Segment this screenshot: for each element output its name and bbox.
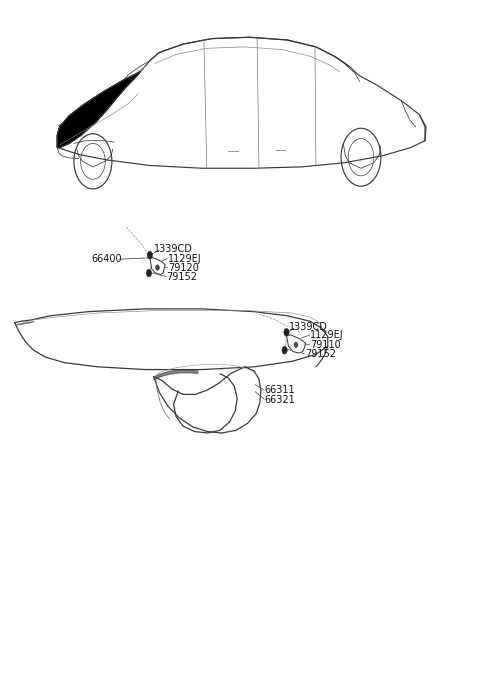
Polygon shape xyxy=(287,335,305,353)
Circle shape xyxy=(146,269,152,277)
Circle shape xyxy=(147,252,153,259)
Text: 66321: 66321 xyxy=(264,395,295,405)
Circle shape xyxy=(284,329,289,336)
Text: 66400: 66400 xyxy=(91,254,121,264)
Circle shape xyxy=(282,347,287,354)
Text: 1339CD: 1339CD xyxy=(289,322,328,332)
Polygon shape xyxy=(57,72,140,147)
Text: 79152: 79152 xyxy=(305,350,336,359)
Text: 66311: 66311 xyxy=(264,385,295,395)
Text: 79120: 79120 xyxy=(168,263,199,272)
Text: 79110: 79110 xyxy=(310,340,341,350)
Circle shape xyxy=(294,342,298,348)
Text: 79152: 79152 xyxy=(167,272,197,282)
Text: 1129EJ: 1129EJ xyxy=(168,254,202,263)
Circle shape xyxy=(156,265,159,270)
Text: 1339CD: 1339CD xyxy=(154,244,192,254)
Text: 1129EJ: 1129EJ xyxy=(310,330,344,340)
Polygon shape xyxy=(150,258,165,275)
